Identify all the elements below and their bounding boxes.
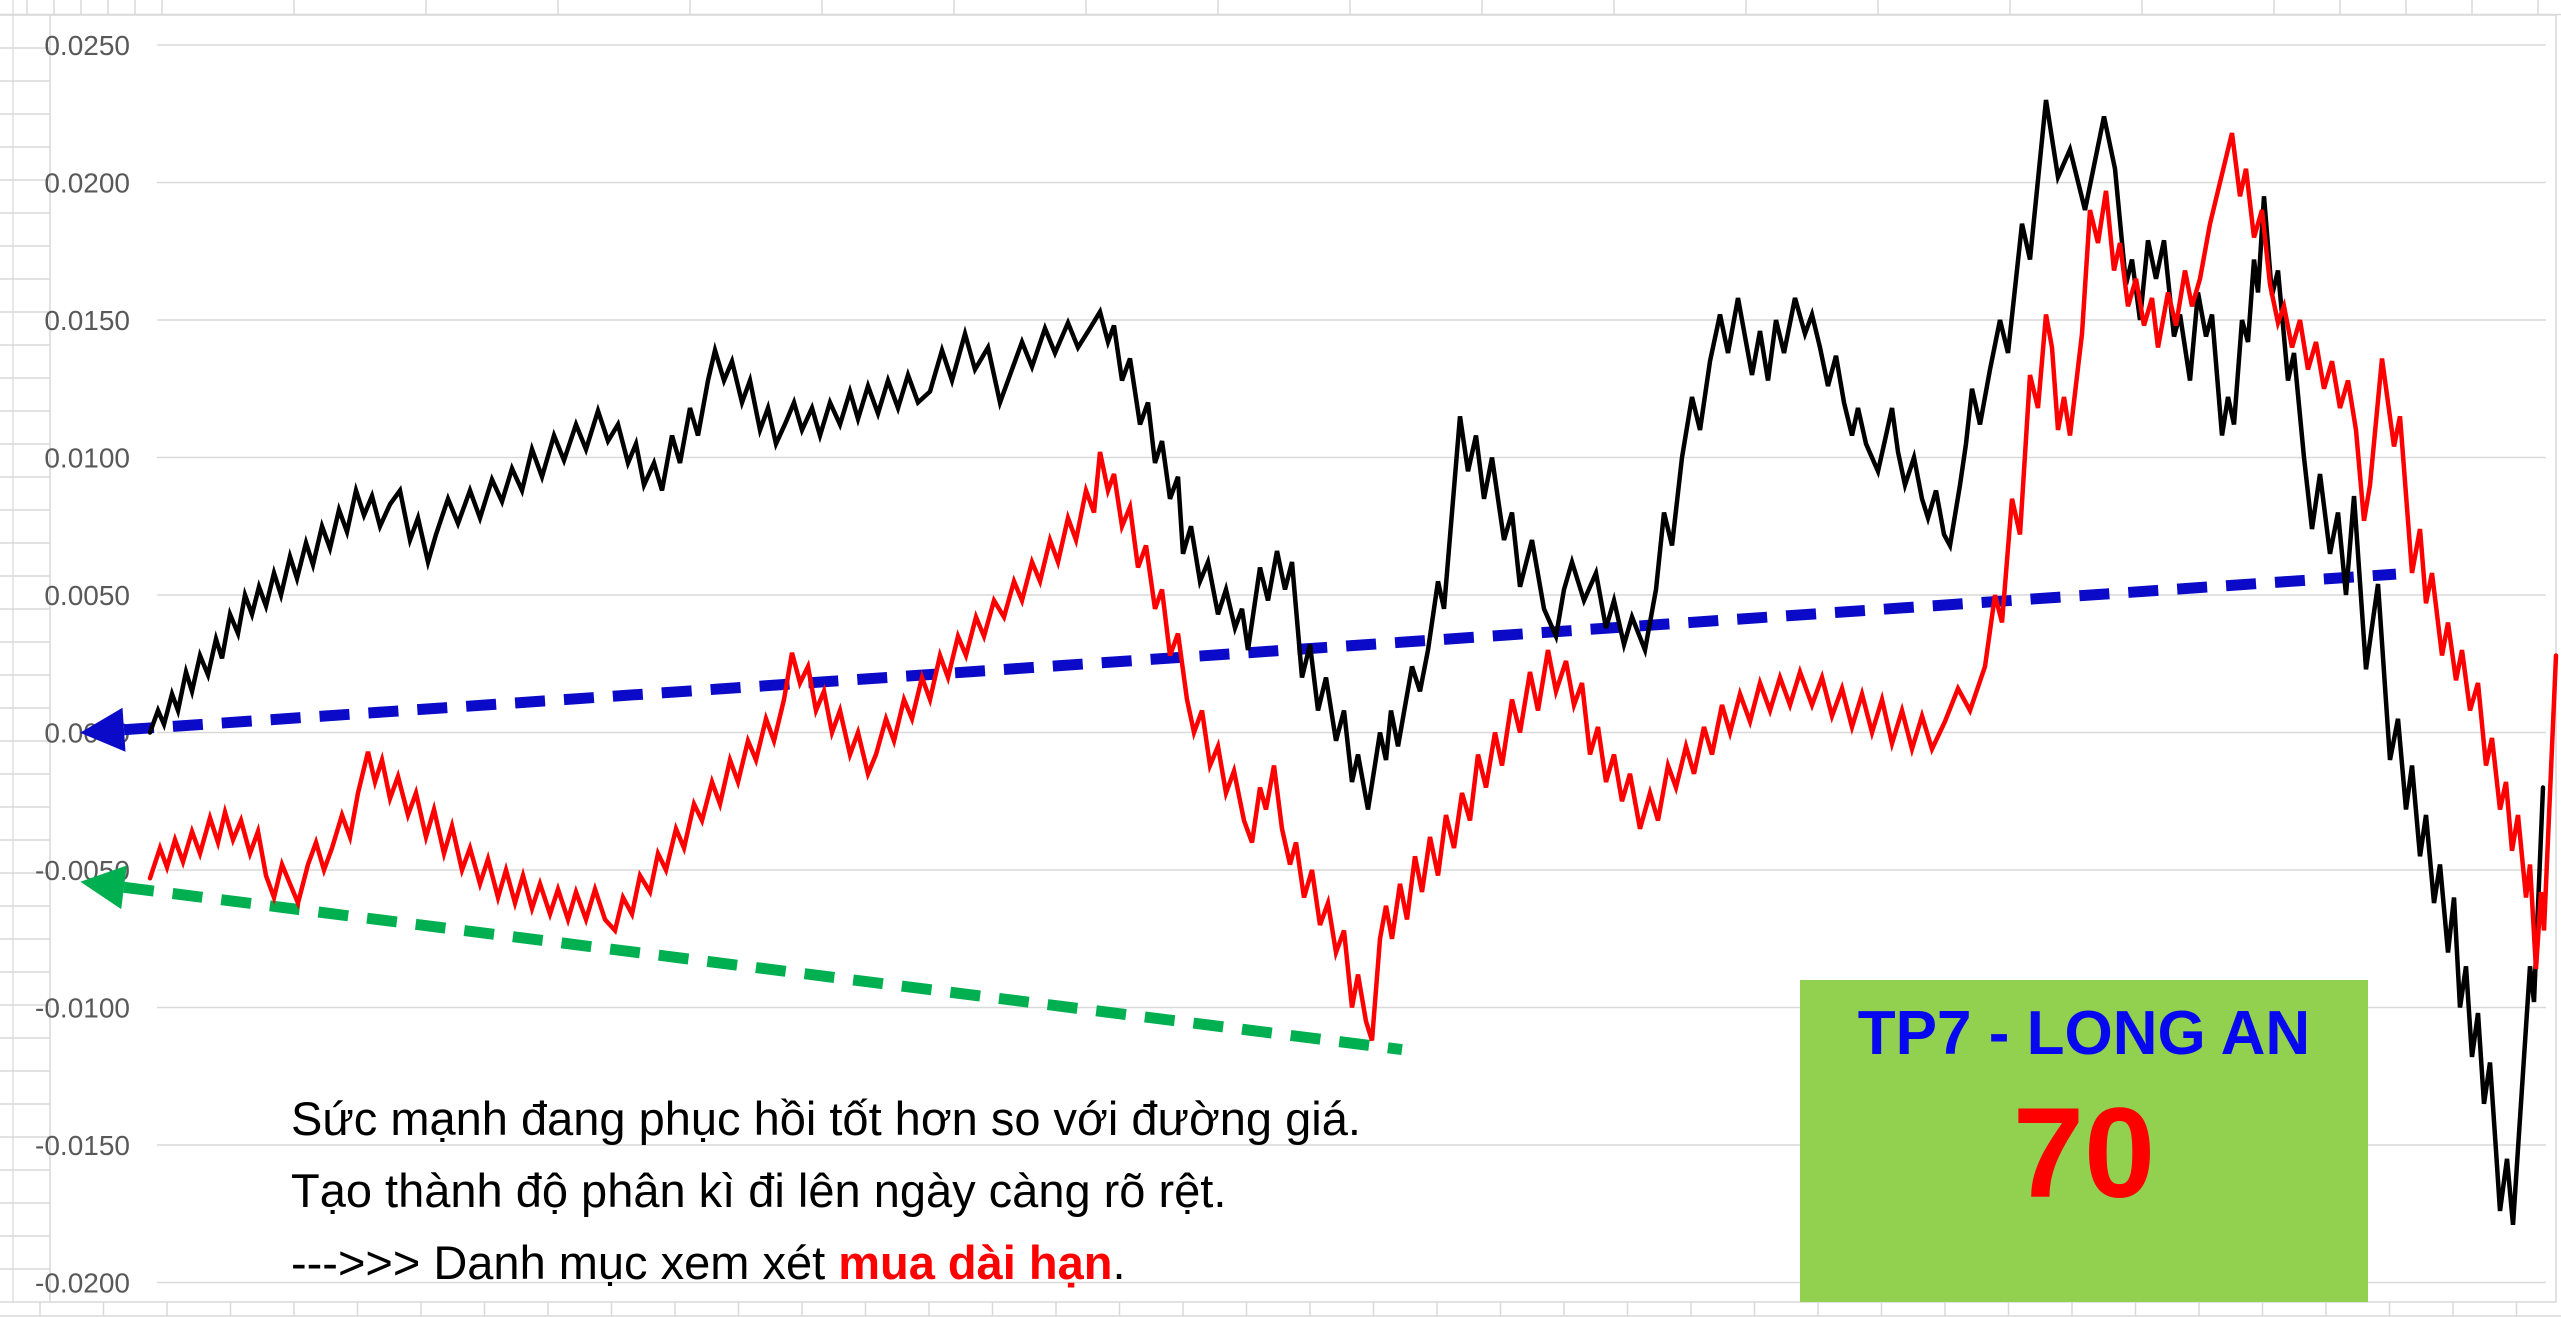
y-axis-tick-label: 0.0200 [44, 168, 130, 199]
blue-price-trendline-arrowhead-icon [80, 707, 126, 752]
suc-manh-strength-line [147, 132, 2559, 1042]
analyst-note: Sức mạnh đang phục hồi tốt hơn so với đư… [291, 1083, 1691, 1299]
green-divergence-trendline-arrowhead-icon [80, 865, 127, 910]
note-line-2: Tạo thành độ phân kì đi lên ngày càng rõ… [291, 1164, 1227, 1217]
y-axis-tick-label: 0.0050 [44, 580, 130, 611]
note-line-3-prefix: --->>> Danh mục xem xét [291, 1236, 839, 1289]
duong-gia-price-line [147, 99, 2546, 1226]
ticker-name: TP7 - LONG AN [1857, 999, 2311, 1068]
green-divergence-trendline [123, 881, 1403, 1056]
ticker-score-badge[interactable]: TP7 - LONG AN 70 [1800, 980, 2368, 1302]
blue-price-trendline [123, 568, 2397, 736]
y-axis-tick-label: -0.0100 [35, 993, 130, 1024]
note-line-3: --->>> Danh mục xem xét mua dài hạn. [291, 1227, 1691, 1299]
note-line-3-highlight: mua dài hạn [838, 1236, 1113, 1289]
y-axis-tick-label: 0.0150 [44, 305, 130, 336]
y-axis-tick-label: 0.0100 [44, 443, 130, 474]
ticker-score: 70 [2012, 1082, 2156, 1225]
note-line-3-suffix: . [1112, 1236, 1126, 1289]
y-axis-tick-label: -0.0200 [35, 1268, 130, 1299]
note-line-1: Sức mạnh đang phục hồi tốt hơn so với đư… [291, 1092, 1361, 1145]
y-axis-tick-label: -0.0150 [35, 1130, 130, 1161]
y-axis-tick-label: 0.0250 [44, 30, 130, 61]
